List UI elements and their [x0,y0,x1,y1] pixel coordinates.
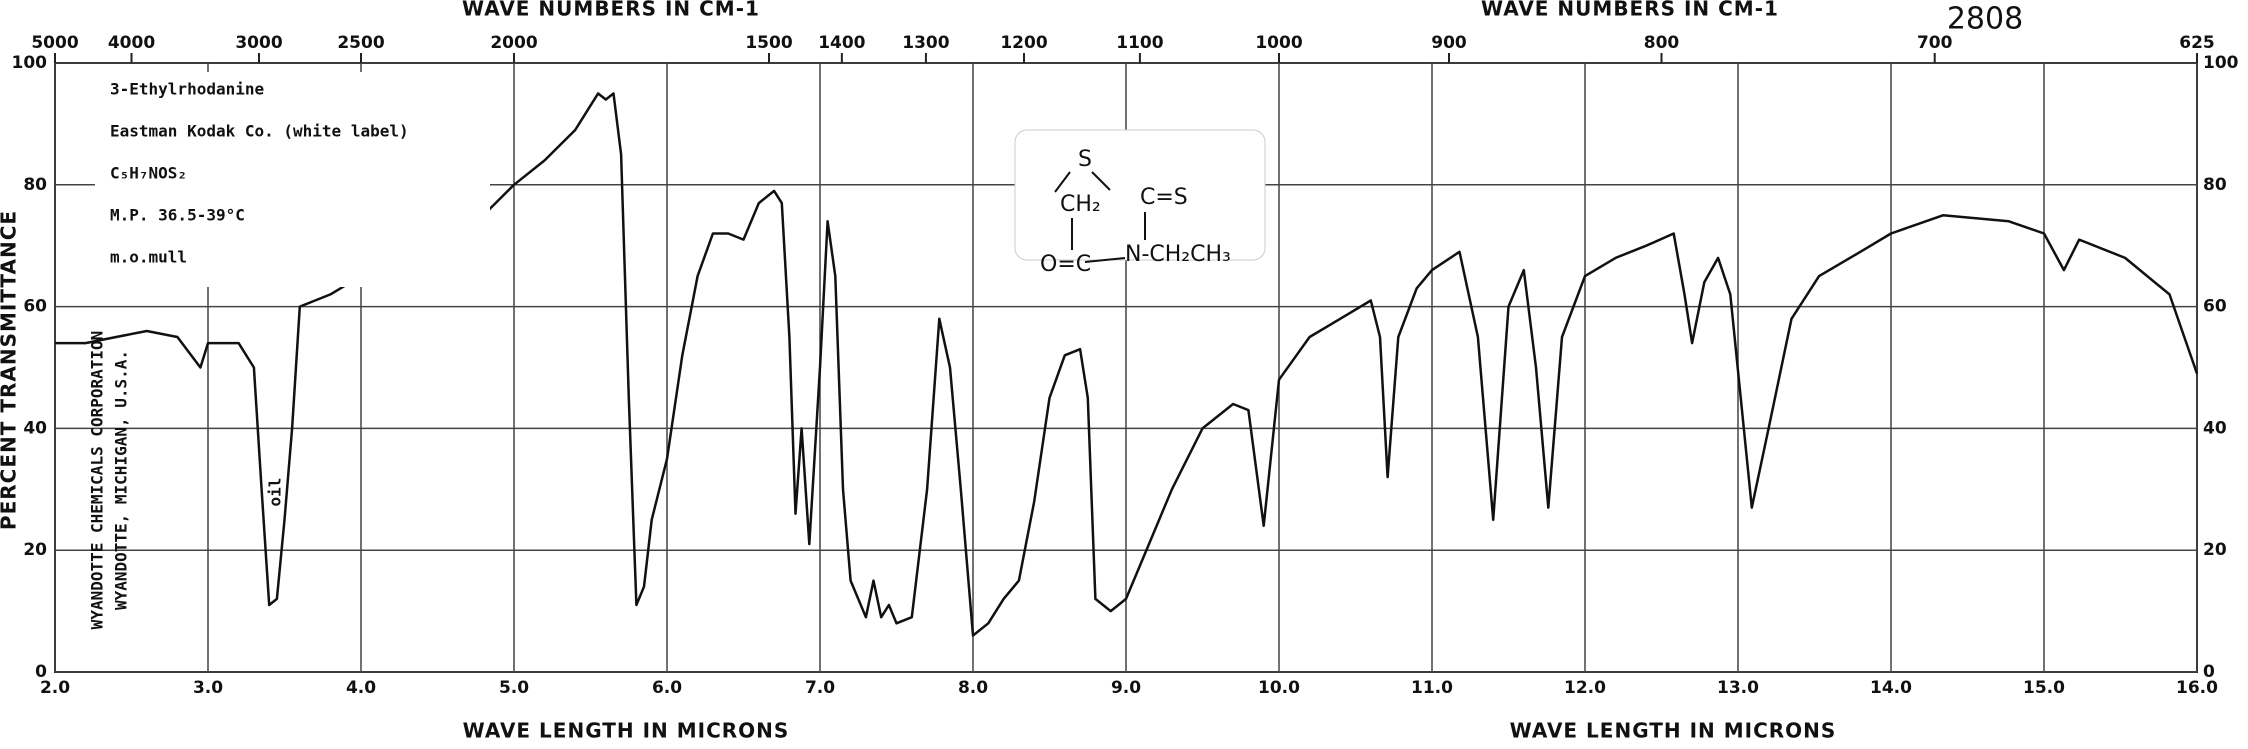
x-tick-label: 4.0 [346,678,376,698]
x-tick-label: 3.0 [193,678,223,698]
x-tick-label: 5.0 [499,678,529,698]
x-tick-label: 7.0 [805,678,835,698]
x2-tick-label: 1200 [1000,33,1047,53]
y-tick-label: 20 [2203,540,2227,560]
sample-info: 3-Ethylrhodanine [110,80,264,99]
x2-tick-label: 2000 [490,33,537,53]
x-tick-label: 15.0 [2023,678,2065,698]
structure-box [1014,129,1266,261]
x-tick-label: 10.0 [1258,678,1300,698]
structure-text: N-CH₂CH₃ [1125,242,1231,267]
x-tick-label: 8.0 [958,678,988,698]
y-tick-label: 20 [23,540,47,560]
structure-text: CH₂ [1060,192,1101,217]
sample-info: M.P. 36.5-39°C [110,206,245,225]
y-tick-label: 60 [2203,297,2227,317]
x2-tick-label: 2500 [337,33,384,53]
x-tick-label: 16.0 [2176,678,2218,698]
x2-tick-label: 3000 [235,33,282,53]
annotation: oil [266,478,285,507]
x-tick-label: 11.0 [1411,678,1453,698]
y-tick-label: 40 [2203,418,2227,438]
structure-text: C=S [1140,185,1188,210]
x2-tick-label: 1300 [902,33,949,53]
x2-tick-label: 1400 [818,33,865,53]
x-tick-label: 14.0 [1870,678,1912,698]
y-tick-label: 80 [23,175,47,195]
x-tick-label: 6.0 [652,678,682,698]
y-tick-label: 0 [2203,662,2215,682]
structure-bonds [1054,171,1146,263]
bottom-axis-title: WAVE LENGTH IN MICRONS [463,719,790,743]
y-tick-label: 40 [23,418,47,438]
x2-tick-label: 1500 [745,33,792,53]
publisher: WYANDOTTE, MICHIGAN, U.S.A. [112,350,131,610]
x-tick-label: 9.0 [1111,678,1141,698]
x-tick-label: 2.0 [40,678,70,698]
x2-tick-label: 5000 [31,33,78,53]
info-box [95,72,490,287]
x2-tick-label: 900 [1431,33,1467,53]
y-tick-label: 60 [23,297,47,317]
x2-tick-label: 4000 [108,33,155,53]
x-tick-label: 12.0 [1564,678,1606,698]
bottom-axis-title: WAVE LENGTH IN MICRONS [1510,719,1837,743]
sample-info: m.o.mull [110,248,187,267]
y-tick-label: 100 [2203,53,2239,73]
x2-tick-label: 625 [2179,33,2215,53]
top-axis-title: WAVE NUMBERS IN CM-1 [1481,0,1779,21]
structure-text: S [1078,147,1092,172]
structure-text: O=C [1040,252,1091,277]
spectrum-number: 2808 [1947,2,2023,37]
sample-info: Eastman Kodak Co. (white label) [110,122,409,141]
y-tick-label: 80 [2203,175,2227,195]
y-axis-title: PERCENT TRANSMITTANCE [0,210,21,530]
x2-tick-label: 1100 [1116,33,1163,53]
sample-info: C₅H₇NOS₂ [110,164,187,183]
x-tick-label: 13.0 [1717,678,1759,698]
x2-tick-label: 700 [1917,33,1953,53]
top-axis-title: WAVE NUMBERS IN CM-1 [462,0,760,21]
publisher: WYANDOTTE CHEMICALS CORPORATION [88,331,107,630]
x2-tick-label: 800 [1644,33,1680,53]
y-tick-label: 0 [35,662,47,682]
y-tick-label: 100 [12,53,48,73]
x2-tick-label: 1000 [1255,33,1302,53]
